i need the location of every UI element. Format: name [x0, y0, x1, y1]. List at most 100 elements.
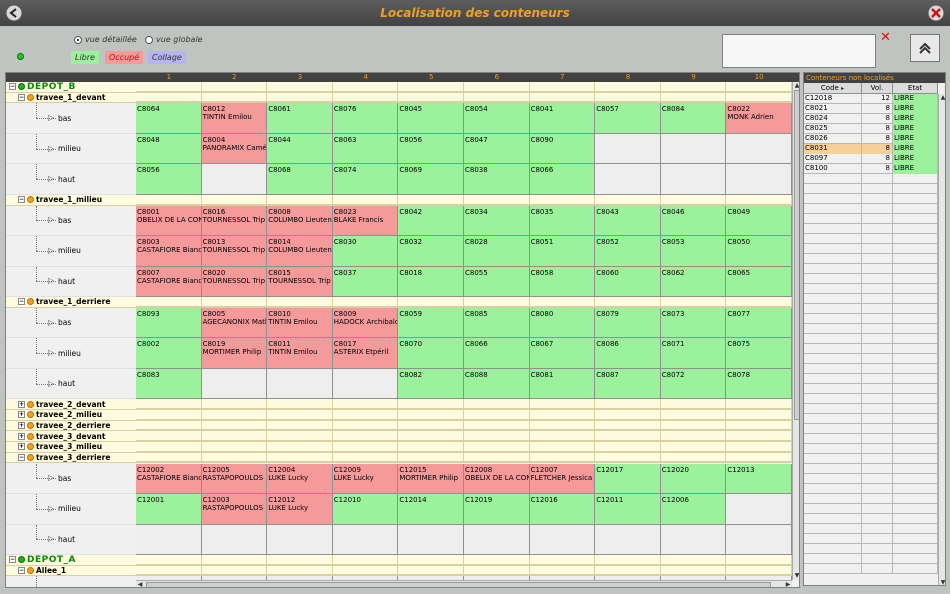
- search-input[interactable]: [722, 34, 876, 68]
- tree-node-label[interactable]: − DEPOT_B: [9, 82, 76, 92]
- container-cell[interactable]: C12012 LUKE Lucky: [267, 494, 333, 525]
- container-cell[interactable]: C8057: [595, 103, 661, 134]
- container-cell[interactable]: C8034: [464, 205, 530, 237]
- container-cell[interactable]: C8081: [529, 368, 596, 400]
- container-cell[interactable]: C12004 LUKE Lucky: [267, 463, 333, 494]
- table-row[interactable]: [804, 314, 938, 324]
- container-cell[interactable]: C8060: [595, 266, 661, 298]
- container-cell[interactable]: [267, 368, 333, 400]
- level-label[interactable]: milieu: [58, 144, 81, 154]
- tree-node-label[interactable]: − travee_1_milieu: [18, 195, 102, 205]
- table-row[interactable]: [804, 284, 938, 294]
- container-cell[interactable]: C8045: [398, 103, 464, 134]
- level-label[interactable]: haut: [58, 174, 76, 184]
- side-vertical-scrollbar[interactable]: ▲ ▼: [938, 94, 945, 585]
- container-cell[interactable]: C12020: [660, 463, 727, 494]
- container-cell[interactable]: [267, 524, 333, 555]
- table-row[interactable]: C8025 8 LIBRE: [804, 124, 938, 134]
- collapse-icon[interactable]: −: [9, 83, 16, 91]
- container-cell[interactable]: C8072: [660, 368, 727, 400]
- container-cell[interactable]: C8056: [136, 164, 202, 195]
- container-cell[interactable]: [136, 524, 202, 555]
- tree-node-label[interactable]: − Allee_1: [18, 566, 66, 576]
- level-label[interactable]: haut: [58, 276, 76, 286]
- container-cell[interactable]: C8088: [464, 368, 530, 400]
- container-cell[interactable]: C12005 RASTAPOPOULOS: [201, 463, 268, 494]
- container-cell[interactable]: [726, 524, 792, 555]
- radio-detailed-view[interactable]: vue détaillée: [74, 35, 137, 44]
- table-row[interactable]: [804, 274, 938, 284]
- home-button[interactable]: [910, 34, 940, 62]
- container-cell[interactable]: C12001: [136, 494, 202, 525]
- table-row[interactable]: [804, 544, 938, 554]
- container-cell[interactable]: C8055: [464, 266, 530, 298]
- table-row[interactable]: C8021 8 LIBRE: [804, 104, 938, 114]
- scroll-up-icon[interactable]: ▲: [794, 82, 800, 89]
- container-cell[interactable]: C8071: [660, 338, 727, 369]
- horizontal-scrollbar[interactable]: ◀ ▶: [136, 580, 792, 588]
- container-cell[interactable]: [595, 164, 661, 195]
- container-cell[interactable]: C8050: [726, 236, 792, 267]
- tree-node-label[interactable]: − travee_3_derriere: [18, 453, 110, 463]
- container-cell[interactable]: C8093: [136, 307, 202, 339]
- table-row[interactable]: [804, 564, 938, 574]
- table-row[interactable]: C12018 12 LIBRE: [804, 94, 938, 104]
- container-cell[interactable]: [201, 368, 268, 400]
- container-cell[interactable]: C8016 TOURNESSOL Trip: [201, 205, 268, 237]
- container-cell[interactable]: [398, 524, 464, 555]
- scroll-left-icon[interactable]: ◀: [137, 581, 143, 588]
- container-cell[interactable]: [595, 524, 661, 555]
- container-cell[interactable]: C8049: [726, 205, 792, 237]
- table-row[interactable]: [804, 304, 938, 314]
- container-cell[interactable]: C12009 LUKE Lucky: [332, 463, 399, 494]
- level-label[interactable]: bas: [58, 473, 72, 483]
- container-cell[interactable]: C12016: [529, 494, 596, 525]
- table-row[interactable]: [804, 374, 938, 384]
- back-icon[interactable]: [4, 3, 24, 23]
- container-cell[interactable]: C8066: [529, 164, 596, 195]
- container-cell[interactable]: C8041: [529, 103, 596, 134]
- expand-icon[interactable]: +: [18, 411, 25, 419]
- table-row[interactable]: [804, 474, 938, 484]
- container-cell[interactable]: C8076: [332, 103, 399, 134]
- container-cell[interactable]: C8030: [332, 236, 399, 267]
- table-row[interactable]: [804, 424, 938, 434]
- col-code-header[interactable]: Code ▸: [804, 83, 862, 94]
- container-cell[interactable]: C8065: [726, 266, 792, 298]
- container-cell[interactable]: C8052: [595, 236, 661, 267]
- table-row[interactable]: [804, 364, 938, 374]
- table-row[interactable]: [804, 244, 938, 254]
- container-cell[interactable]: C12014: [398, 494, 464, 525]
- container-cell[interactable]: C8018: [398, 266, 464, 298]
- expand-icon[interactable]: +: [18, 422, 25, 430]
- table-row[interactable]: C8100 8 LIBRE: [804, 164, 938, 174]
- container-cell[interactable]: C12008 OBELIX DE LA CON: [464, 463, 530, 494]
- container-cell[interactable]: C8007 CASTAFIORE Bianc: [136, 266, 202, 298]
- container-cell[interactable]: C8032: [398, 236, 464, 267]
- table-row[interactable]: [804, 224, 938, 234]
- container-cell[interactable]: C8070: [398, 338, 464, 369]
- table-row[interactable]: [804, 194, 938, 204]
- table-row[interactable]: [804, 464, 938, 474]
- container-cell[interactable]: C8012 TINTIN Emilou: [201, 103, 268, 134]
- table-row[interactable]: [804, 504, 938, 514]
- container-cell[interactable]: C12013: [726, 463, 792, 494]
- container-cell[interactable]: C8048: [136, 133, 202, 165]
- container-cell[interactable]: C8005 AGECANONIX Math: [201, 307, 268, 339]
- container-cell[interactable]: C8022 MONK Adrien: [726, 103, 792, 134]
- table-row[interactable]: [804, 264, 938, 274]
- scroll-thumb[interactable]: [146, 582, 771, 587]
- container-cell[interactable]: C8077: [726, 307, 792, 339]
- container-cell[interactable]: [726, 494, 792, 525]
- container-cell[interactable]: C8078: [726, 368, 792, 400]
- container-cell[interactable]: C8079: [595, 307, 661, 339]
- container-cell[interactable]: [529, 524, 596, 555]
- container-cell[interactable]: [201, 164, 268, 195]
- table-row[interactable]: [804, 514, 938, 524]
- container-cell[interactable]: C8042: [398, 205, 464, 237]
- table-row[interactable]: [804, 354, 938, 364]
- tree-node-label[interactable]: − travee_1_derriere: [18, 297, 110, 307]
- collapse-icon[interactable]: −: [9, 556, 16, 564]
- container-cell[interactable]: [726, 164, 792, 195]
- col-etat-header[interactable]: Etat: [893, 83, 938, 94]
